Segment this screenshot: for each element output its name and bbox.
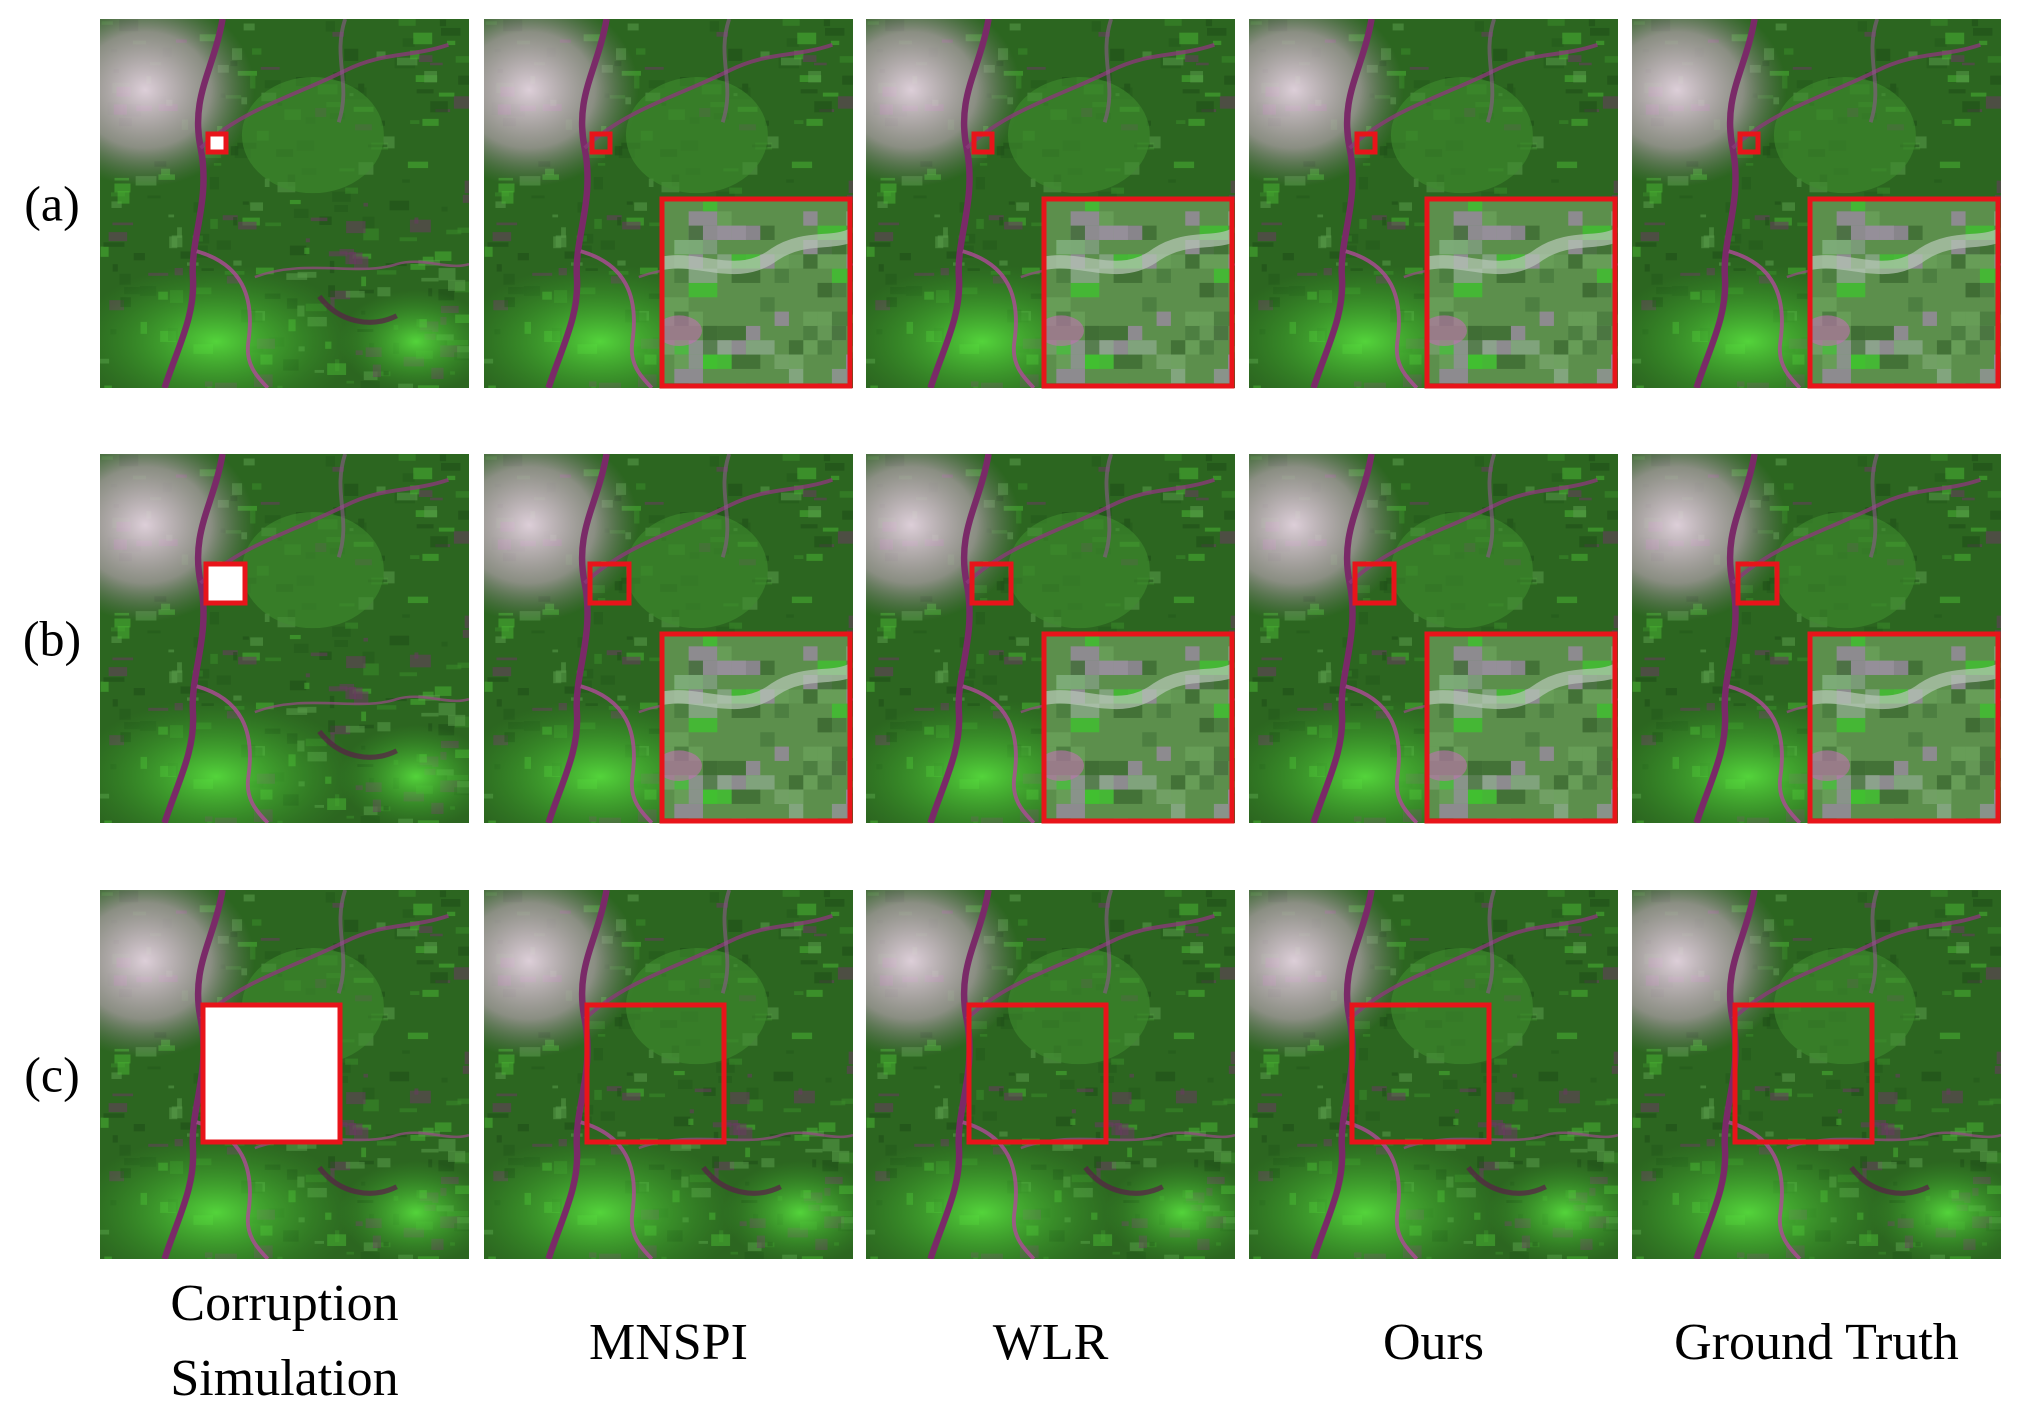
region-box: [966, 1002, 1109, 1145]
column-label: Simulation: [170, 1350, 398, 1407]
zoom-frame: [1807, 631, 2001, 824]
zoom-frame: [1041, 631, 1235, 824]
region-box: [971, 131, 995, 155]
zoom-inset: [1421, 632, 1640, 833]
region-box: [205, 131, 229, 155]
region-box: [200, 1002, 343, 1145]
region-box: [1735, 561, 1780, 606]
region-box: [969, 561, 1014, 606]
row-label: (a): [24, 176, 80, 232]
image-panel: [35, 0, 493, 419]
image-panel: [1184, 864, 1642, 1290]
row-label: (b): [23, 611, 81, 667]
region-box: [587, 561, 632, 606]
zoom-inset: [1804, 632, 2020, 833]
column-label: Corruption: [170, 1275, 398, 1332]
zoom-inset: [1421, 197, 1640, 398]
region-box: [203, 561, 248, 606]
zoom-frame: [1424, 631, 1618, 824]
zoom-frame: [659, 196, 853, 389]
region-box: [1737, 131, 1761, 155]
zoom-inset: [656, 197, 875, 398]
region-box: [584, 1002, 727, 1145]
image-panel: [801, 864, 1259, 1290]
zoom-inset: [1038, 197, 1257, 398]
column-label: Ground Truth: [1674, 1314, 1959, 1371]
region-box: [589, 131, 613, 155]
row-label: (c): [24, 1047, 80, 1103]
region-box: [1732, 1002, 1875, 1145]
zoom-inset: [1804, 197, 2020, 398]
column-label: MNSPI: [589, 1314, 748, 1371]
region-box: [1349, 1002, 1492, 1145]
zoom-frame: [659, 631, 853, 824]
zoom-frame: [1041, 196, 1235, 389]
labels: (a) (b) (c) Corruption Simulation MNSPI WLR Our…: [23, 176, 1959, 1407]
zoom-frame: [1807, 196, 2001, 389]
region-box: [1354, 131, 1378, 155]
column-label: WLR: [993, 1314, 1109, 1371]
zoom-inset: [1038, 632, 1257, 833]
image-panel: [419, 864, 877, 1290]
panels: [35, 0, 2020, 1290]
zoom-frame: [1424, 196, 1618, 389]
column-label: Ours: [1383, 1314, 1484, 1371]
image-panel: [1567, 864, 2020, 1290]
image-panel: [35, 428, 493, 854]
region-box: [1352, 561, 1397, 606]
zoom-inset: [656, 632, 875, 833]
